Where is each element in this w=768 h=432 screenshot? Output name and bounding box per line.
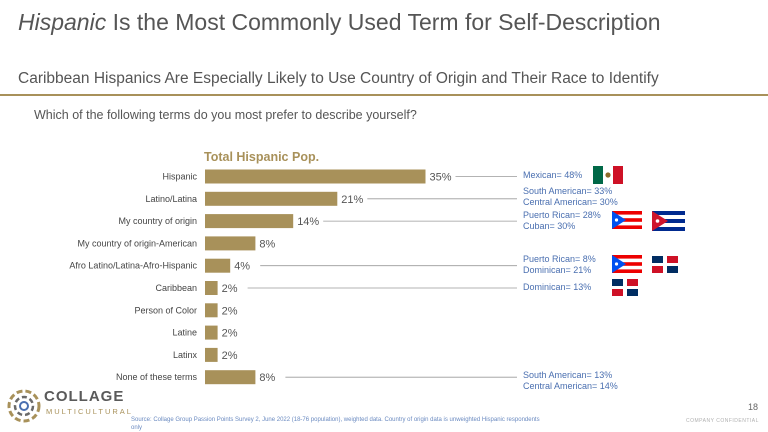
callout-line: Central American= 30% [523,197,618,207]
dominican-republic-flag [612,279,638,296]
category-label: My country of origin-American [77,238,197,248]
callout-hispanic: Mexican= 48% [523,170,582,181]
category-label: Caribbean [155,283,197,293]
data-label: 2% [222,305,238,317]
chart-title: Total Hispanic Pop. [204,150,320,164]
data-label: 8% [259,238,275,250]
callout-line: Puerto Rican= 28% [523,210,601,220]
callout-country-of-origin: Puerto Rican= 28% Cuban= 30% [523,210,601,232]
logo-subtext: MULTICULTURAL [46,407,133,416]
confidential-label: COMPANY CONFIDENTIAL [686,418,759,424]
callout-line: Mexican= 48% [523,170,583,180]
bar [205,191,338,206]
category-label: Latine [172,328,197,338]
callout-line: Cuban= 30% [523,221,576,231]
bar [205,169,426,184]
callout-line: South American= 13% [523,370,613,380]
bar [205,303,218,318]
title-emphasis: Hispanic [18,9,107,35]
dominican-republic-flag [652,256,678,273]
data-label: 2% [222,328,238,340]
data-label: 8% [259,372,275,384]
callout-line: Puerto Rican= 8% [523,254,596,264]
callout-none: South American= 13% Central American= 14… [523,370,618,392]
callout-line: Central American= 14% [523,381,618,391]
collage-logo-mark-icon [7,389,41,423]
bar [205,370,256,385]
bar [205,347,218,362]
bar [205,281,218,295]
data-label: 4% [234,261,250,273]
puerto-rico-flag [612,211,642,229]
category-label: Person of Color [134,305,197,315]
callout-afro-latino: Puerto Rican= 8% Dominican= 21% [523,254,596,276]
cuba-flag [652,211,685,231]
data-label: 35% [430,172,452,184]
mexico-flag [593,166,623,184]
callout-latino: South American= 33% Central American= 30… [523,186,618,208]
category-label: My country of origin [118,216,197,226]
category-label: Latino/Latina [145,194,197,204]
data-label: 21% [341,194,363,206]
slide-subtitle: Caribbean Hispanics Are Especially Likel… [18,70,659,87]
source-note: Source: Collage Group Passion Points Sur… [131,417,540,431]
bar [205,325,218,340]
category-label: Hispanic [162,172,197,182]
survey-question: Which of the following terms do you most… [34,108,417,122]
logo-text: COLLAGE [44,388,125,405]
title-rest: Is the Most Commonly Used Term for Self-… [106,9,661,35]
bar [205,236,256,251]
callout-caribbean: Dominican= 13% [523,282,591,293]
callout-line: Dominican= 21% [523,265,592,275]
puerto-rico-flag [612,255,642,273]
data-label: 2% [222,283,238,295]
page-number: 18 [748,402,759,412]
callout-line: Dominican= 13% [523,282,592,292]
bar [205,214,294,229]
slide-title: Hispanic Is the Most Commonly Used Term … [18,9,661,36]
category-label: Latinx [173,350,198,360]
bar [205,258,231,273]
collage-logo: COLLAGE MULTICULTURAL [6,386,131,430]
category-label: Afro Latino/Latina-Afro-Hispanic [69,261,197,271]
divider [0,94,768,96]
data-label: 2% [222,350,238,362]
callout-line: South American= 33% [523,186,613,196]
data-label: 14% [297,216,319,228]
category-label: None of these terms [116,372,198,382]
